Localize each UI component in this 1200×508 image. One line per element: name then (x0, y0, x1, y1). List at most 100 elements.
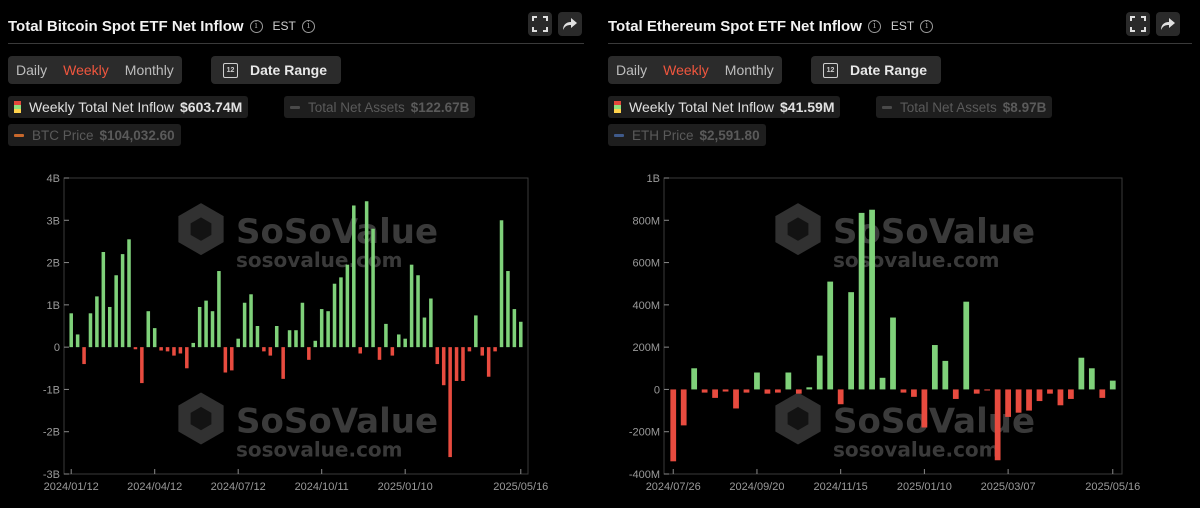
bar[interactable] (994, 389, 1001, 461)
bar[interactable] (403, 338, 407, 348)
tab-daily[interactable]: Daily (16, 62, 48, 78)
share-icon[interactable] (558, 12, 582, 36)
bar[interactable] (1047, 389, 1053, 394)
bar[interactable] (165, 347, 170, 352)
bar[interactable] (1005, 389, 1011, 417)
bar[interactable] (107, 306, 112, 348)
bar[interactable] (152, 328, 157, 348)
bar[interactable] (204, 300, 208, 348)
bar[interactable] (454, 347, 459, 381)
bar[interactable] (806, 387, 813, 390)
date-range-button[interactable]: 12 Date Range (211, 56, 342, 84)
bar[interactable] (1088, 368, 1095, 390)
bar[interactable] (670, 389, 677, 462)
bar[interactable] (931, 345, 938, 390)
legend-weekly-inflow[interactable]: Weekly Total Net Inflow $603.74M (8, 96, 249, 118)
bar[interactable] (722, 389, 729, 392)
bar[interactable] (88, 313, 93, 348)
bar[interactable] (146, 311, 151, 348)
bar[interactable] (795, 389, 802, 394)
bar[interactable] (95, 296, 99, 348)
share-icon[interactable] (1156, 12, 1180, 36)
info-icon[interactable]: i (867, 19, 881, 33)
bar[interactable] (775, 389, 781, 393)
bar[interactable] (1015, 389, 1022, 413)
bar[interactable] (281, 347, 285, 379)
bar[interactable] (249, 294, 253, 348)
bar[interactable] (371, 228, 375, 348)
bar[interactable] (942, 360, 949, 390)
bar[interactable] (197, 306, 202, 348)
bar[interactable] (952, 389, 959, 399)
bar[interactable] (69, 313, 73, 348)
bar[interactable] (358, 347, 362, 354)
tab-weekly[interactable]: Weekly (63, 62, 109, 78)
bar[interactable] (287, 330, 292, 348)
bar[interactable] (506, 271, 510, 348)
bar[interactable] (691, 368, 698, 390)
bar[interactable] (461, 347, 465, 381)
bar[interactable] (339, 277, 343, 348)
bar[interactable] (848, 292, 855, 390)
bar[interactable] (364, 201, 369, 348)
bar[interactable] (262, 347, 266, 352)
bar[interactable] (319, 309, 324, 348)
bar[interactable] (984, 389, 991, 391)
bar[interactable] (217, 271, 221, 348)
bar[interactable] (680, 389, 687, 426)
fullscreen-icon[interactable] (528, 12, 552, 36)
bar[interactable] (837, 389, 844, 405)
bar[interactable] (307, 347, 311, 360)
bar[interactable] (1078, 357, 1085, 390)
bar[interactable] (300, 302, 305, 348)
bar[interactable] (435, 347, 440, 365)
bar[interactable] (133, 347, 138, 350)
bar[interactable] (499, 220, 504, 348)
bar[interactable] (332, 283, 337, 348)
bar[interactable] (230, 347, 234, 371)
bar[interactable] (429, 298, 433, 348)
bar[interactable] (785, 372, 792, 390)
bar[interactable] (255, 326, 260, 348)
bar[interactable] (890, 317, 896, 390)
bar[interactable] (159, 347, 163, 351)
bar[interactable] (701, 389, 708, 393)
bar[interactable] (396, 334, 401, 348)
bar[interactable] (223, 347, 228, 373)
bar[interactable] (352, 205, 356, 348)
bar[interactable] (422, 317, 427, 348)
bar[interactable] (294, 330, 298, 348)
bar[interactable] (441, 347, 446, 386)
bar[interactable] (120, 254, 125, 348)
bar[interactable] (486, 347, 491, 377)
tab-weekly[interactable]: Weekly (663, 62, 709, 78)
bar[interactable] (274, 326, 279, 348)
bar[interactable] (712, 389, 718, 398)
info-icon[interactable]: i (301, 19, 315, 33)
bar[interactable] (1057, 389, 1064, 406)
bar[interactable] (467, 347, 472, 352)
bar[interactable] (1109, 380, 1116, 390)
legend-total-net-assets[interactable]: Total Net Assets $122.67B (284, 96, 476, 118)
bar[interactable] (858, 212, 865, 390)
bar[interactable] (512, 309, 517, 348)
bar[interactable] (114, 275, 118, 348)
bar[interactable] (1068, 389, 1074, 399)
tab-monthly[interactable]: Monthly (724, 62, 774, 78)
bar[interactable] (911, 389, 917, 397)
bar[interactable] (448, 347, 452, 458)
bar[interactable] (827, 281, 834, 390)
tab-monthly[interactable]: Monthly (124, 62, 174, 78)
bar[interactable] (172, 347, 176, 356)
bar[interactable] (101, 252, 106, 348)
legend-total-net-assets[interactable]: Total Net Assets $8.97B (876, 96, 1053, 118)
bar[interactable] (185, 347, 189, 369)
bar[interactable] (82, 347, 86, 365)
bar[interactable] (900, 389, 907, 393)
bar[interactable] (178, 347, 183, 354)
bar[interactable] (879, 377, 886, 390)
bar[interactable] (816, 355, 823, 390)
bar[interactable] (345, 264, 350, 348)
legend-price[interactable]: BTC Price $104,032.60 (8, 124, 181, 146)
bar[interactable] (733, 389, 739, 409)
